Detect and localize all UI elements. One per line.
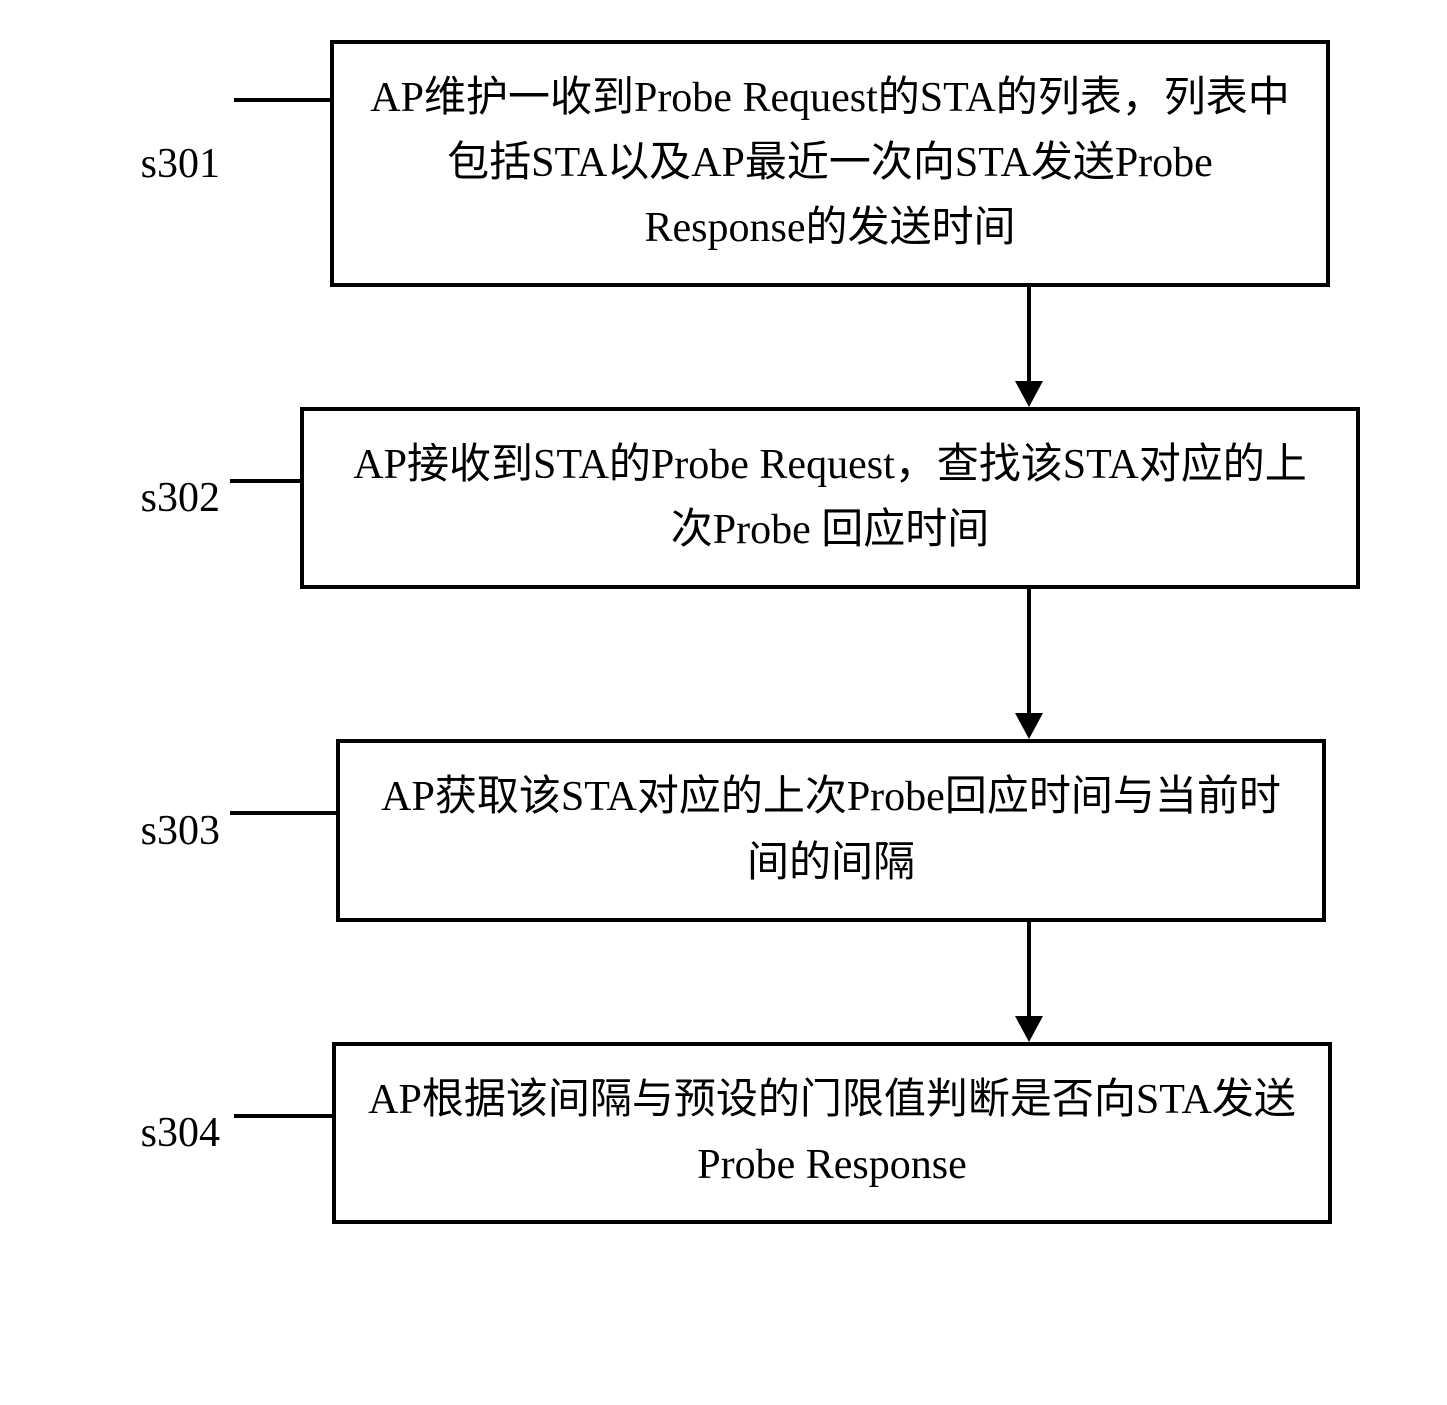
arrow-s303-s304 bbox=[20, 922, 1427, 1042]
connector-line-s303 bbox=[230, 811, 340, 815]
step-text-s301: AP维护一收到Probe Request的STA的列表，列表中包括STA以及AP… bbox=[366, 66, 1294, 261]
step-label-s301: s301 bbox=[30, 140, 230, 188]
step-box-s301: AP维护一收到Probe Request的STA的列表，列表中包括STA以及AP… bbox=[330, 40, 1330, 287]
step-box-s304: AP根据该间隔与预设的门限值判断是否向STA发送Probe Response bbox=[332, 1042, 1332, 1224]
step-row-s304: s304 AP根据该间隔与预设的门限值判断是否向STA发送Probe Respo… bbox=[20, 1042, 1427, 1224]
step-label-s303: s303 bbox=[30, 807, 230, 855]
flowchart-container: s301 AP维护一收到Probe Request的STA的列表，列表中包括ST… bbox=[20, 40, 1427, 1224]
arrow-head-icon bbox=[1015, 1016, 1043, 1042]
arrow-line-icon bbox=[1027, 589, 1031, 713]
arrow-head-icon bbox=[1015, 381, 1043, 407]
step-row-s303: s303 AP获取该STA对应的上次Probe回应时间与当前时间的间隔 bbox=[20, 739, 1427, 921]
connector-line-s301 bbox=[234, 98, 334, 102]
step-text-s304: AP根据该间隔与预设的门限值判断是否向STA发送Probe Response bbox=[368, 1068, 1296, 1198]
step-label-s304: s304 bbox=[30, 1109, 230, 1157]
step-text-s303: AP获取该STA对应的上次Probe回应时间与当前时间的间隔 bbox=[372, 765, 1290, 895]
step-box-s303: AP获取该STA对应的上次Probe回应时间与当前时间的间隔 bbox=[336, 739, 1326, 921]
arrow-line-icon bbox=[1027, 287, 1031, 381]
arrow-s301-s302 bbox=[20, 287, 1427, 407]
step-row-s302: s302 AP接收到STA的Probe Request，查找该STA对应的上次P… bbox=[20, 407, 1427, 589]
step-box-s302: AP接收到STA的Probe Request，查找该STA对应的上次Probe … bbox=[300, 407, 1360, 589]
arrow-head-icon bbox=[1015, 713, 1043, 739]
arrow-s302-s303 bbox=[20, 589, 1427, 739]
step-row-s301: s301 AP维护一收到Probe Request的STA的列表，列表中包括ST… bbox=[20, 40, 1427, 287]
connector-line-s304 bbox=[234, 1114, 336, 1118]
step-label-s302: s302 bbox=[30, 474, 230, 522]
connector-line-s302 bbox=[230, 479, 304, 483]
arrow-line-icon bbox=[1027, 922, 1031, 1016]
step-text-s302: AP接收到STA的Probe Request，查找该STA对应的上次Probe … bbox=[336, 433, 1324, 563]
